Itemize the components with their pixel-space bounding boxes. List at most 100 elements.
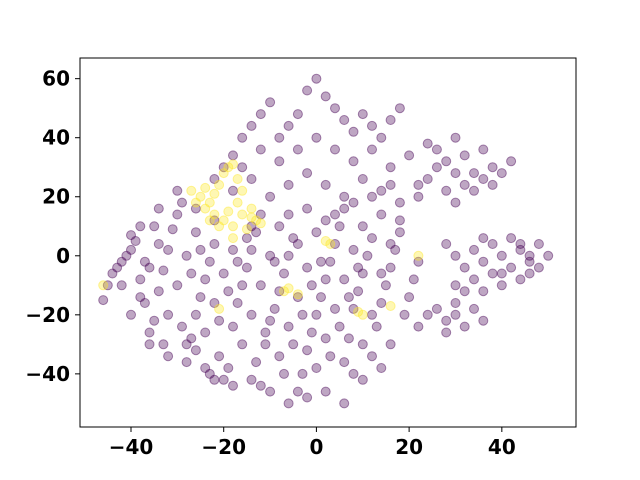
scatter-point-class-0 [316, 256, 326, 267]
scatter-point-class-0 [441, 327, 452, 338]
axis-ticks: −40 −20 0 20 40 −40 −20 0 20 40 60 [25, 67, 515, 459]
scatter-point-class-1 [190, 197, 201, 208]
scatter-point-class-0 [283, 179, 294, 190]
scatter-point-class-1 [246, 212, 257, 223]
scatter-point-class-0 [320, 91, 331, 102]
scatter-point-class-1 [357, 309, 368, 320]
scatter-point-class-1 [228, 159, 238, 170]
scatter-point-class-0 [330, 103, 340, 114]
scatter-point-class-0 [292, 239, 303, 249]
scatter-point-class-0 [116, 280, 127, 291]
scatter-point-class-1 [385, 301, 396, 311]
scatter-point-class-1 [353, 306, 364, 317]
scatter-point-class-0 [302, 203, 313, 214]
scatter-point-class-0 [385, 162, 396, 173]
scatter-point-class-0 [469, 274, 479, 285]
scatter-point-class-0 [292, 109, 303, 120]
scatter-point-class-0 [431, 162, 442, 173]
scatter-point-class-0 [232, 256, 243, 267]
scatter-point-class-0 [288, 339, 299, 350]
scatter-point-class-0 [459, 286, 470, 297]
scatter-point-class-0 [422, 174, 433, 184]
scatter-point-class-1 [214, 179, 225, 190]
scatter-point-class-0 [376, 298, 387, 308]
scatter-point-class-0 [385, 115, 396, 125]
scatter-point-class-0 [348, 303, 359, 314]
scatter-point-class-0 [320, 386, 331, 397]
scatter-point-class-0 [357, 268, 368, 279]
scatter-point-class-0 [246, 374, 257, 385]
scatter-point-class-0 [214, 315, 225, 326]
scatter-point-class-0 [209, 174, 220, 184]
scatter-point-class-0 [158, 265, 169, 276]
scatter-point-class-0 [255, 280, 266, 291]
scatter-point-class-0 [195, 292, 206, 303]
scatter-point-class-0 [302, 345, 313, 356]
scatter-point-class-0 [204, 368, 215, 379]
scatter-point-class-0 [190, 203, 201, 214]
scatter-point-class-1 [232, 197, 243, 208]
scatter-point-class-0 [172, 185, 183, 196]
scatter-point-class-0 [413, 179, 424, 190]
scatter-point-class-1 [214, 303, 225, 314]
scatter-point-class-0 [339, 274, 350, 285]
scatter-point-class-0 [177, 321, 187, 332]
scatter-point-class-0 [181, 357, 192, 368]
scatter-point-class-0 [228, 321, 238, 332]
scatter-point-class-1 [292, 289, 303, 300]
scatter-point-class-0 [292, 292, 303, 303]
scatter-point-class-0 [218, 162, 229, 173]
scatter-point-class-0 [126, 244, 136, 255]
scatter-point-class-0 [181, 339, 192, 350]
scatter-point-class-0 [478, 256, 489, 267]
scatter-point-class-0 [413, 256, 424, 267]
scatter-point-class-0 [200, 274, 211, 285]
scatter-point-class-0 [177, 197, 187, 208]
x-tick-label: −40 [109, 435, 154, 459]
scatter-point-class-0 [524, 268, 535, 279]
scatter-point-class-0 [126, 309, 136, 320]
scatter-point-class-0 [506, 156, 517, 167]
scatter-point-class-0 [200, 327, 211, 338]
scatter-point-class-0 [218, 268, 229, 279]
scatter-point-class-0 [339, 203, 350, 214]
scatter-point-class-0 [376, 209, 387, 220]
scatter-point-class-0 [265, 250, 276, 261]
scatter-point-class-0 [274, 156, 285, 167]
scatter-point-class-0 [283, 209, 294, 220]
scatter-point-class-0 [320, 179, 331, 190]
scatter-point-class-0 [450, 250, 461, 261]
scatter-point-class-0 [288, 233, 299, 244]
scatter-point-class-0 [450, 309, 461, 320]
scatter-point-class-0 [200, 363, 211, 373]
scatter-point-class-0 [431, 144, 442, 155]
scatter-point-class-0 [441, 156, 452, 167]
scatter-point-class-0 [246, 309, 257, 320]
scatter-point-class-1 [98, 280, 109, 291]
scatter-point-class-0 [163, 244, 174, 255]
scatter-point-class-0 [232, 298, 243, 308]
scatter-point-class-0 [459, 179, 470, 190]
scatter-point-class-0 [265, 97, 276, 108]
scatter-point-class-0 [413, 321, 424, 332]
scatter-point-class-0 [357, 109, 368, 120]
scatter-point-class-1 [209, 209, 220, 220]
scatter-point-class-0 [186, 268, 197, 279]
scatter-point-class-0 [209, 215, 220, 226]
scatter-point-class-0 [302, 392, 313, 403]
scatter-point-class-0 [450, 132, 461, 143]
y-tick-label: 20 [42, 185, 70, 209]
scatter-point-class-0 [441, 185, 452, 196]
scatter-point-class-0 [181, 250, 192, 261]
scatter-point-class-0 [478, 233, 489, 244]
scatter-point-class-0 [149, 221, 160, 232]
scatter-point-class-0 [353, 286, 364, 297]
scatter-point-class-0 [357, 374, 368, 385]
scatter-point-class-1 [214, 221, 225, 232]
scatter-point-class-0 [283, 250, 294, 261]
scatter-point-class-0 [311, 73, 322, 84]
scatter-point-class-1 [283, 283, 294, 294]
scatter-point-class-0 [357, 339, 368, 350]
scatter-point-class-0 [478, 286, 489, 297]
